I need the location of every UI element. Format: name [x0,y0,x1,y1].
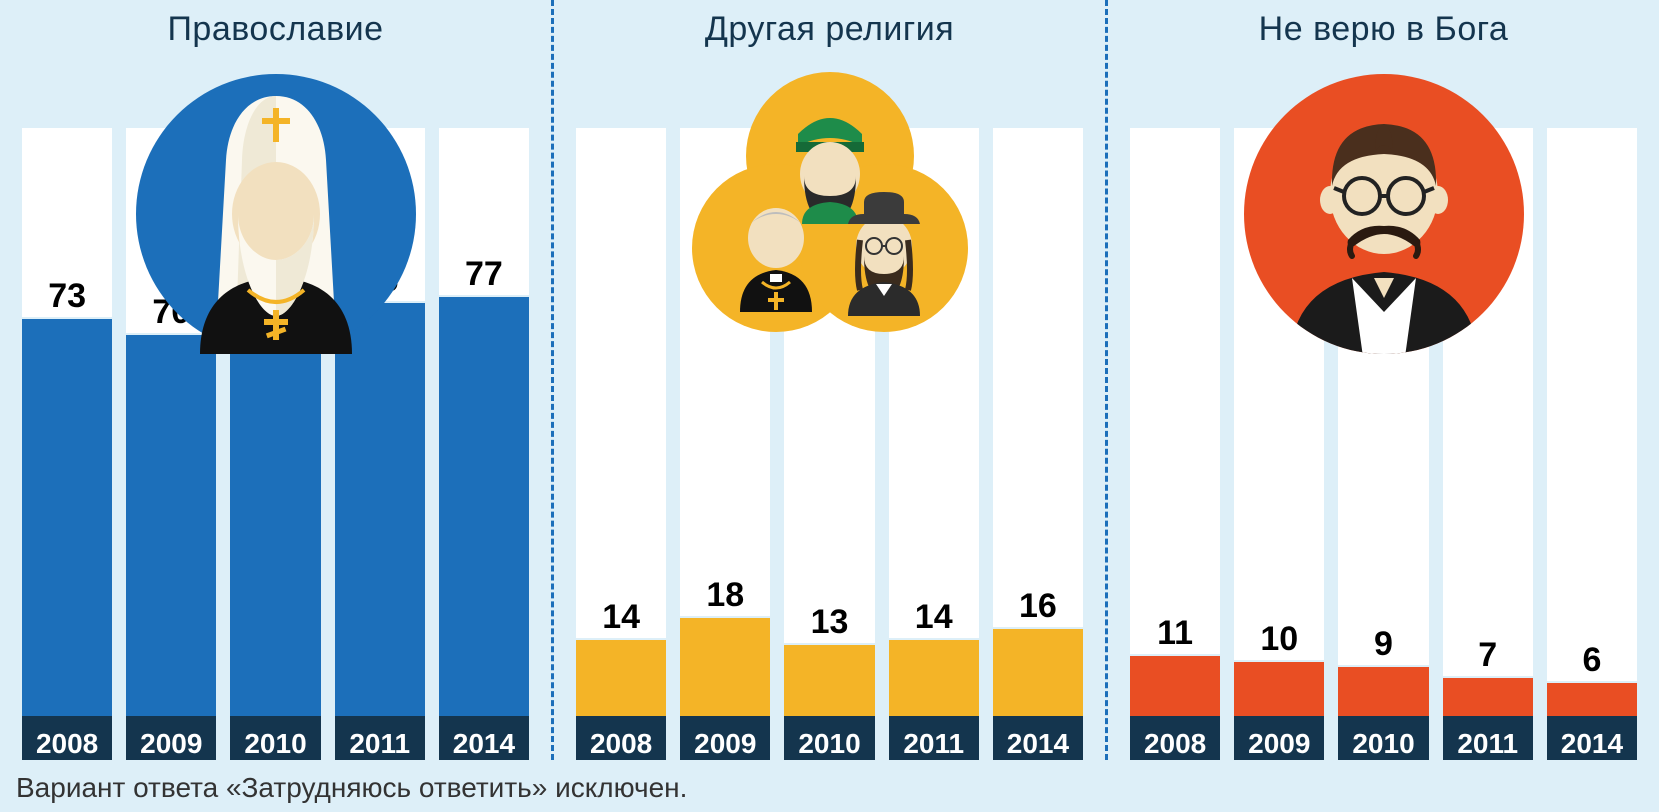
chart-stripe [439,128,529,253]
bar [576,640,666,716]
panel-title: Православие [167,10,383,49]
bar [1443,678,1533,716]
bar [993,629,1083,716]
bar-value: 14 [576,596,666,638]
bar-value: 13 [784,601,874,643]
year-label: 2009 [126,716,216,760]
year-label: 2008 [576,716,666,760]
panel-orthodox: Православие [0,0,551,760]
panel-atheist: Не верю в Бога [1105,0,1659,760]
bar-value: 73 [22,275,112,317]
bar [126,335,216,716]
bar-value: 11 [1130,612,1220,654]
chart-stripe [576,128,666,596]
year-label: 2009 [1234,716,1324,760]
bar-slot: 77 2014 [439,128,529,760]
other-religions-icon [680,64,980,364]
year-label: 2010 [1338,716,1428,760]
year-label: 2014 [993,716,1083,760]
bar [230,303,320,716]
infographic-root: Православие [0,0,1659,812]
panel-title: Не верю в Бога [1259,10,1509,49]
year-label: 2011 [1443,716,1533,760]
year-label: 2014 [439,716,529,760]
year-label: 2010 [784,716,874,760]
bar [784,645,874,716]
orthodox-priest-icon [126,64,426,364]
chart-stripe [1547,128,1637,639]
chart-stripe [1130,128,1220,612]
bar-slot: 16 2014 [993,128,1083,760]
chart-stripe [993,128,1083,585]
year-label: 2008 [1130,716,1220,760]
bar [680,618,770,716]
bar-slot: 73 2008 [22,128,112,760]
year-label: 2010 [230,716,320,760]
atheist-person-icon [1234,64,1534,364]
bar-value: 16 [993,585,1083,627]
bar-value: 6 [1547,639,1637,681]
footnote-text: Вариант ответа «Затрудняюсь ответить» ис… [16,772,687,804]
year-label: 2011 [335,716,425,760]
year-label: 2011 [889,716,979,760]
bar [439,297,529,716]
bar [335,303,425,716]
bar-value: 7 [1443,634,1533,676]
bar-slot: 14 2008 [576,128,666,760]
bar [1547,683,1637,716]
panels-row: Православие [0,0,1659,760]
bar [1338,667,1428,716]
bar-value: 14 [889,596,979,638]
bar-slot: 11 2008 [1130,128,1220,760]
bar-value: 18 [680,574,770,616]
bar-slot: 6 2014 [1547,128,1637,760]
year-label: 2009 [680,716,770,760]
bar-value: 77 [439,253,529,295]
bar-value: 10 [1234,618,1324,660]
chart-stripe [22,128,112,275]
year-label: 2008 [22,716,112,760]
bar [22,319,112,716]
bar [889,640,979,716]
year-label: 2014 [1547,716,1637,760]
panel-title: Другая религия [705,10,954,49]
bar [1130,656,1220,716]
panel-other-religion: Другая религия [551,0,1105,760]
bar-value: 9 [1338,623,1428,665]
bar [1234,662,1324,716]
